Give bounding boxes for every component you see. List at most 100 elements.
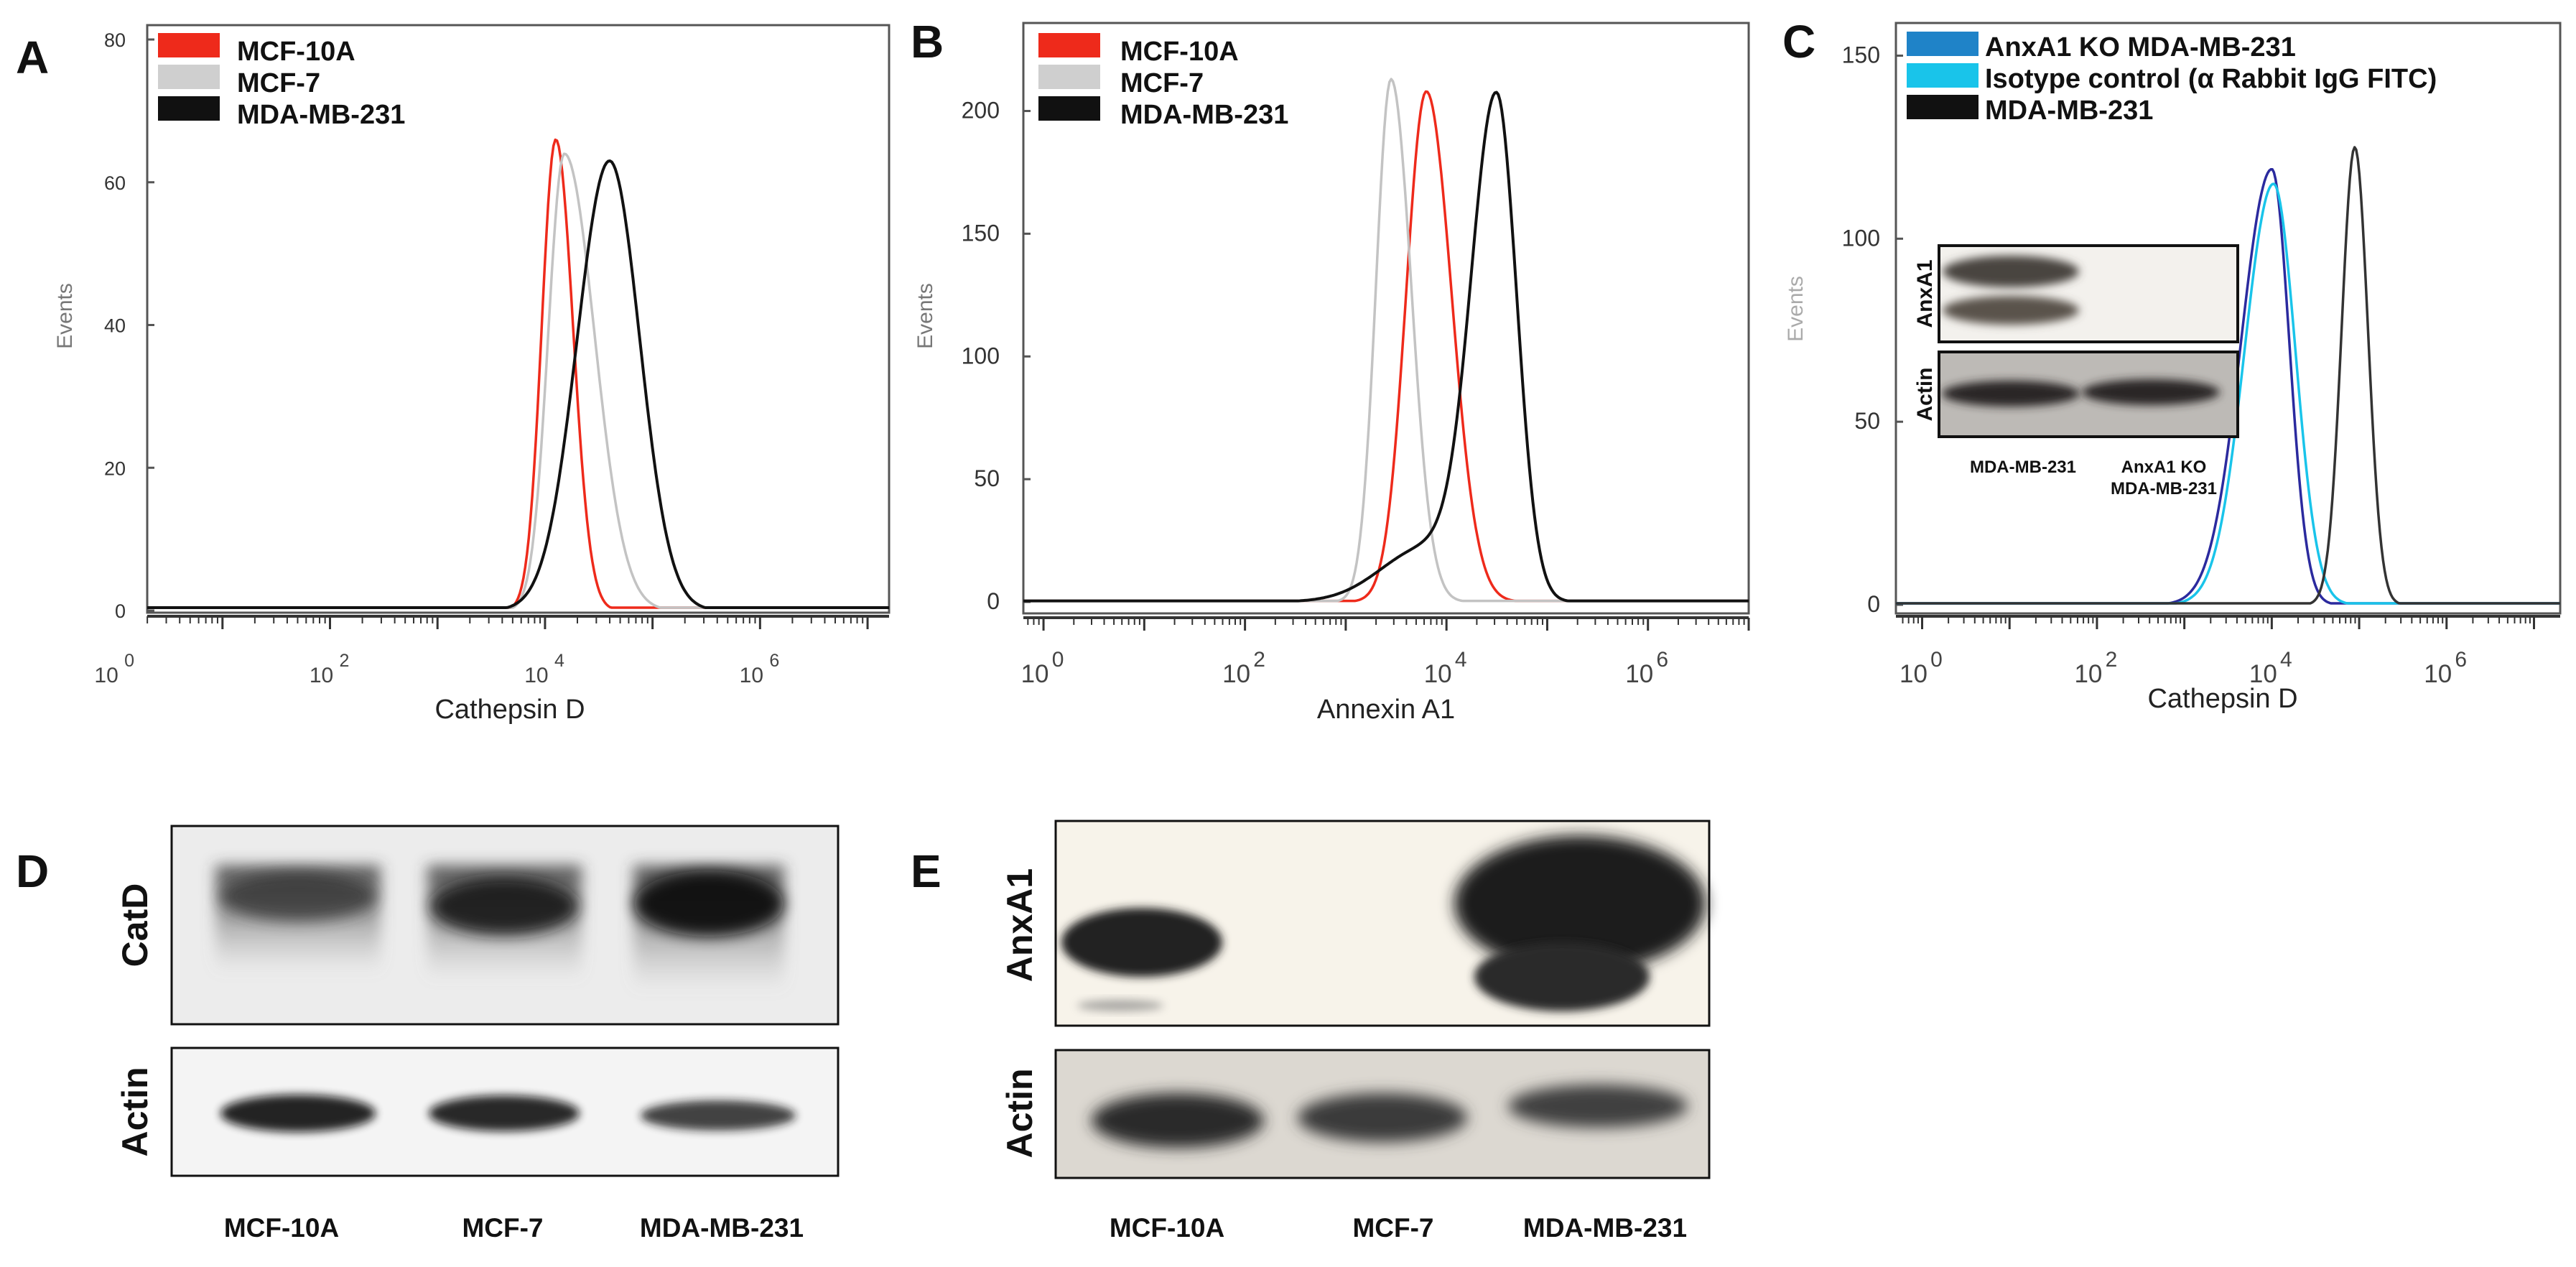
chart-b-series [1023,78,1749,603]
blot-e-lane-label-1: MCF-10A [1110,1213,1224,1243]
x-tick-label-base: 10 [1424,660,1452,688]
panel-label-a: A [16,32,49,83]
legend-swatch-mcf7 [1038,65,1100,89]
blot-e-anxa1-band-3-upper [1454,835,1706,972]
inset-lane-label-1: MDA-MB-231 [1970,458,2076,477]
x-tick-label-exponent: 4 [554,651,564,671]
x-tick-label-base: 10 [1625,660,1653,688]
legend-label-mcf7: MCF-7 [237,68,320,98]
panel-label-b: B [911,16,944,68]
x-tick-label-exponent: 0 [1052,648,1064,672]
inset-actin-band-1 [1942,381,2080,407]
panel-label-d: D [16,845,49,897]
legend-swatch-mcf7 [158,65,220,89]
chart-c-ylabel: Events [1784,276,1808,342]
y-tick-label: 0 [1867,591,1880,617]
x-tick-label-base: 10 [740,664,763,687]
x-tick-label-base: 10 [1900,660,1928,688]
chart-a-legend: MCF-10A MCF-7 MDA-MB-231 [158,33,405,130]
blot-e-row-label-actin: Actin [1000,1069,1040,1159]
series-line-mda-mb-231 [1896,146,2560,605]
x-tick-label-base: 10 [2249,660,2277,688]
chart-c-series [1896,146,2560,605]
x-tick-label-base: 10 [94,664,118,687]
legend-label-mda: MDA-MB-231 [1120,100,1288,130]
chart-b-legend: MCF-10A MCF-7 MDA-MB-231 [1038,33,1288,130]
blot-d: CatD Actin MCF-10A MCF-7 MDA-MB-231 [115,825,840,1243]
legend-swatch-mcf10a [158,33,220,57]
x-tick-label-exponent: 6 [769,651,779,671]
blot-e-actin-band-2 [1298,1093,1467,1142]
x-tick-label-exponent: 2 [1253,648,1265,672]
inset-anxa1-band-lower [1943,296,2079,325]
y-tick-label: 150 [962,220,1000,246]
series-line-mda-mb-231 [147,159,889,609]
legend-swatch-isotype [1907,63,1979,88]
chart-a-frame [146,24,891,614]
blot-e-actin-band-3 [1508,1085,1688,1128]
x-tick-label-exponent: 4 [1455,648,1467,672]
y-tick-label: 0 [987,588,1000,614]
blot-e-row-label-anxa1: AnxA1 [1000,868,1040,982]
blot-d-actin-band-1 [220,1095,376,1132]
chart-b-ylabel: Events [913,283,937,349]
x-tick-label-base: 10 [524,664,548,687]
blot-e-actin-band-1 [1092,1093,1264,1148]
x-tick-label-exponent: 2 [340,651,350,671]
x-tick-label-exponent: 2 [2106,648,2118,672]
y-tick-label: 60 [104,172,126,194]
legend-swatch-mda [1038,96,1100,121]
panel-label-e: E [911,845,941,897]
y-tick-label: 100 [962,343,1000,368]
inset-lane-label-2b: MDA-MB-231 [2111,479,2217,498]
x-tick-label-base: 10 [1021,660,1049,688]
y-tick-label: 50 [1854,408,1880,434]
x-tick-label-base: 10 [1222,660,1250,688]
blot-e: AnxA1 Actin MCF-10A MCF-7 MDA-MB-231 [1000,820,1711,1243]
chart-b-xlabel: Annexin A1 [1317,695,1455,725]
chart-a-xlabel: Cathepsin D [434,695,585,725]
blot-e-anxa1-band-3-lower [1474,942,1650,1011]
blot-d-catd-band-2 [431,878,577,935]
blot-d-row-label-actin: Actin [115,1067,155,1157]
inset-row-label-actin: Actin [1913,368,1937,422]
x-tick-label-exponent: 6 [2455,648,2467,672]
inset-lane-label-2a: AnxA1 KO [2121,458,2207,477]
y-tick-label: 20 [104,458,126,479]
panel-label-c: C [1782,16,1815,68]
chart-c-inset-blot: AnxA1 Actin MDA-MB-231 AnxA1 KO MDA-MB-2… [1913,244,2239,498]
y-tick-label: 200 [962,98,1000,124]
legend-label-mda: MDA-MB-231 [237,100,405,130]
legend-label-mcf10a: MCF-10A [237,37,355,67]
y-tick-label: 80 [104,29,126,51]
y-tick-label: 150 [1842,42,1880,68]
legend-swatch-mda [1907,95,1979,119]
x-tick-label-exponent: 0 [1930,648,1943,672]
blot-d-actin-band-3 [641,1100,796,1131]
y-tick-label: 0 [115,600,126,622]
inset-anxa1-band-upper [1943,256,2079,287]
x-tick-label-exponent: 0 [124,651,134,671]
blot-e-anxa1-band-1 [1061,908,1222,977]
legend-label-mcf10a: MCF-10A [1120,37,1239,67]
x-tick-label-base: 10 [310,664,333,687]
x-tick-label-base: 10 [2074,660,2102,688]
inset-row-label-anxa1: AnxA1 [1913,259,1937,328]
blot-d-lane-label-1: MCF-10A [224,1213,339,1243]
x-tick-label-exponent: 6 [1656,648,1668,672]
blot-d-lane-label-2: MCF-7 [462,1213,543,1243]
chart-a-series [147,138,889,609]
blot-d-lane-label-3: MDA-MB-231 [640,1213,804,1243]
blot-d-catd-band-1 [220,872,376,921]
blot-d-actin-band-2 [429,1095,580,1131]
chart-a-x-axis: 10 0 10 2 10 4 10 6 [94,615,889,687]
legend-label-isotype: Isotype control (α Rabbit IgG FITC) [1985,64,2437,94]
inset-actin-band-2 [2082,379,2220,405]
chart-a-ylabel: Events [53,283,77,349]
blot-e-lane-label-2: MCF-7 [1352,1213,1433,1243]
legend-swatch-mda [158,96,220,121]
